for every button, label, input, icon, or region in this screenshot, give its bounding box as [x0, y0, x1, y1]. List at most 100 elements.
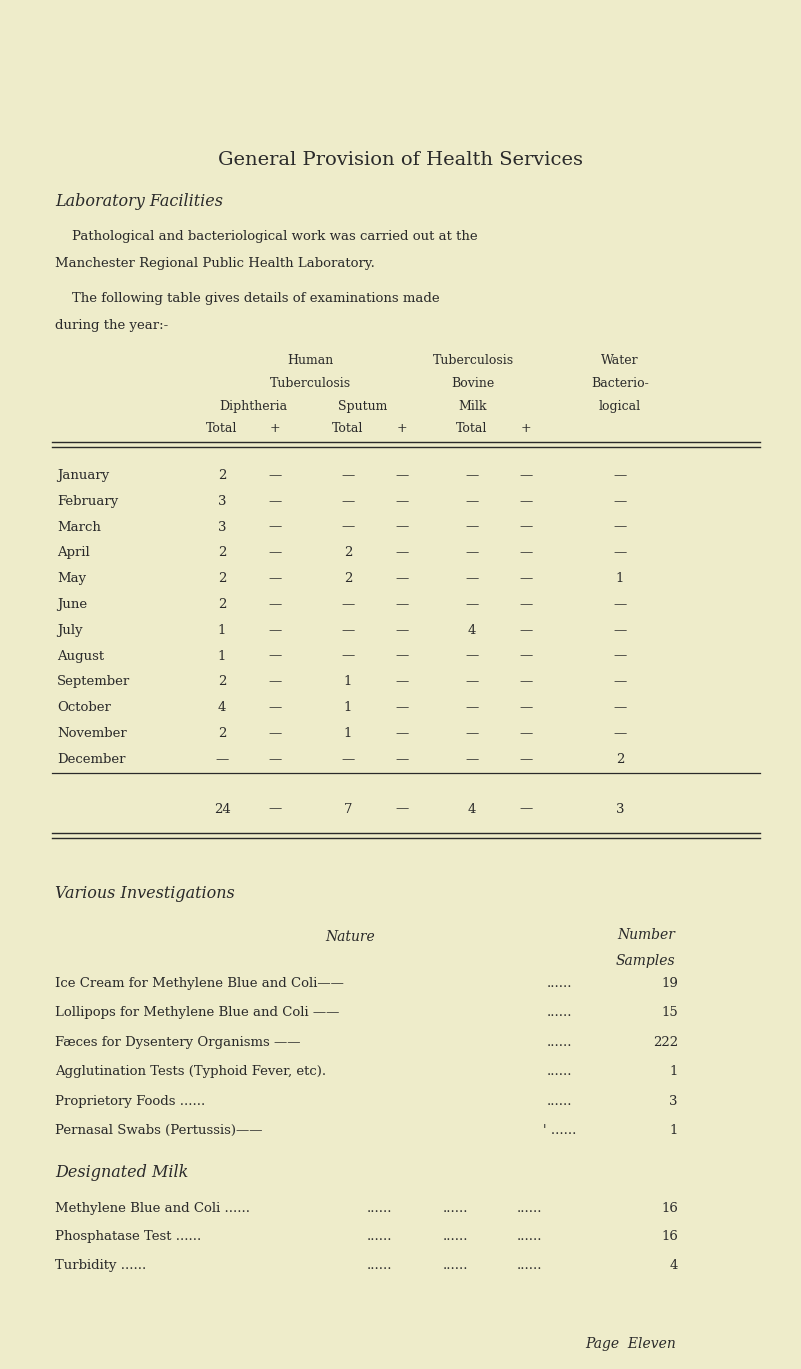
Text: Number: Number	[617, 928, 675, 942]
Text: —: —	[396, 470, 409, 482]
Text: March: March	[57, 520, 101, 534]
Text: —: —	[465, 753, 479, 765]
Text: —: —	[396, 572, 409, 585]
Text: —: —	[341, 470, 355, 482]
Text: —: —	[614, 675, 626, 689]
Text: —: —	[465, 675, 479, 689]
Text: logical: logical	[599, 400, 641, 413]
Text: —: —	[396, 598, 409, 611]
Text: Samples: Samples	[615, 954, 675, 968]
Text: —: —	[465, 470, 479, 482]
Text: Manchester Regional Public Health Laboratory.: Manchester Regional Public Health Labora…	[55, 257, 375, 270]
Text: ......: ......	[547, 976, 573, 990]
Text: —: —	[396, 624, 409, 637]
Text: —: —	[519, 753, 533, 765]
Text: January: January	[57, 470, 109, 482]
Text: —: —	[519, 701, 533, 715]
Text: Tuberculosis: Tuberculosis	[269, 376, 351, 390]
Text: Fæces for Dysentery Organisms ——: Fæces for Dysentery Organisms ——	[55, 1035, 300, 1049]
Text: ......: ......	[547, 1006, 573, 1019]
Text: ' ......: ' ......	[543, 1124, 577, 1138]
Text: —: —	[396, 494, 409, 508]
Text: —: —	[519, 520, 533, 534]
Text: ......: ......	[517, 1231, 543, 1243]
Text: —: —	[465, 650, 479, 663]
Text: +: +	[270, 422, 280, 435]
Text: —: —	[396, 675, 409, 689]
Text: —: —	[465, 701, 479, 715]
Text: Phosphatase Test ......: Phosphatase Test ......	[55, 1231, 201, 1243]
Text: —: —	[465, 727, 479, 741]
Text: April: April	[57, 546, 90, 560]
Text: August: August	[57, 650, 104, 663]
Text: —: —	[268, 802, 282, 816]
Text: —: —	[396, 802, 409, 816]
Text: Various Investigations: Various Investigations	[55, 884, 235, 902]
Text: —: —	[215, 753, 228, 765]
Text: Page  Eleven: Page Eleven	[585, 1338, 676, 1351]
Text: 2: 2	[344, 572, 352, 585]
Text: 3: 3	[670, 1095, 678, 1108]
Text: Total: Total	[332, 422, 364, 435]
Text: Total: Total	[457, 422, 488, 435]
Text: —: —	[519, 572, 533, 585]
Text: —: —	[268, 727, 282, 741]
Text: —: —	[465, 520, 479, 534]
Text: 2: 2	[218, 675, 226, 689]
Text: +: +	[396, 422, 408, 435]
Text: September: September	[57, 675, 131, 689]
Text: Turbidity ......: Turbidity ......	[55, 1258, 147, 1272]
Text: —: —	[519, 650, 533, 663]
Text: —: —	[519, 624, 533, 637]
Text: —: —	[519, 727, 533, 741]
Text: ......: ......	[547, 1035, 573, 1049]
Text: —: —	[614, 520, 626, 534]
Text: ......: ......	[442, 1202, 468, 1214]
Text: ......: ......	[442, 1231, 468, 1243]
Text: February: February	[57, 494, 119, 508]
Text: Proprietory Foods ......: Proprietory Foods ......	[55, 1095, 205, 1108]
Text: ......: ......	[367, 1202, 392, 1214]
Text: —: —	[268, 753, 282, 765]
Text: Ice Cream for Methylene Blue and Coli——: Ice Cream for Methylene Blue and Coli——	[55, 976, 344, 990]
Text: July: July	[57, 624, 83, 637]
Text: June: June	[57, 598, 87, 611]
Text: —: —	[341, 494, 355, 508]
Text: 24: 24	[214, 802, 231, 816]
Text: Pathological and bacteriological work was carried out at the: Pathological and bacteriological work wa…	[72, 230, 477, 244]
Text: —: —	[268, 675, 282, 689]
Text: —: —	[465, 546, 479, 560]
Text: General Provision of Health Services: General Provision of Health Services	[218, 151, 582, 168]
Text: Laboratory Facilities: Laboratory Facilities	[55, 193, 223, 209]
Text: Tuberculosis: Tuberculosis	[433, 355, 513, 367]
Text: 3: 3	[218, 520, 226, 534]
Text: 2: 2	[218, 546, 226, 560]
Text: —: —	[614, 701, 626, 715]
Text: 1: 1	[344, 675, 352, 689]
Text: 1: 1	[218, 650, 226, 663]
Text: Bacterio-: Bacterio-	[591, 376, 649, 390]
Text: 2: 2	[218, 598, 226, 611]
Text: —: —	[519, 494, 533, 508]
Text: —: —	[614, 546, 626, 560]
Text: 2: 2	[344, 546, 352, 560]
Text: ......: ......	[367, 1231, 392, 1243]
Text: —: —	[519, 675, 533, 689]
Text: —: —	[341, 753, 355, 765]
Text: 4: 4	[468, 802, 476, 816]
Text: October: October	[57, 701, 111, 715]
Text: ......: ......	[442, 1258, 468, 1272]
Text: —: —	[465, 598, 479, 611]
Text: 3: 3	[218, 494, 226, 508]
Text: —: —	[519, 546, 533, 560]
Text: —: —	[519, 802, 533, 816]
Text: —: —	[465, 494, 479, 508]
Text: Pernasal Swabs (Pertussis)——: Pernasal Swabs (Pertussis)——	[55, 1124, 263, 1138]
Text: —: —	[268, 624, 282, 637]
Text: —: —	[396, 727, 409, 741]
Text: 1: 1	[344, 727, 352, 741]
Text: Total: Total	[207, 422, 238, 435]
Text: 7: 7	[344, 802, 352, 816]
Text: —: —	[396, 650, 409, 663]
Text: 2: 2	[218, 470, 226, 482]
